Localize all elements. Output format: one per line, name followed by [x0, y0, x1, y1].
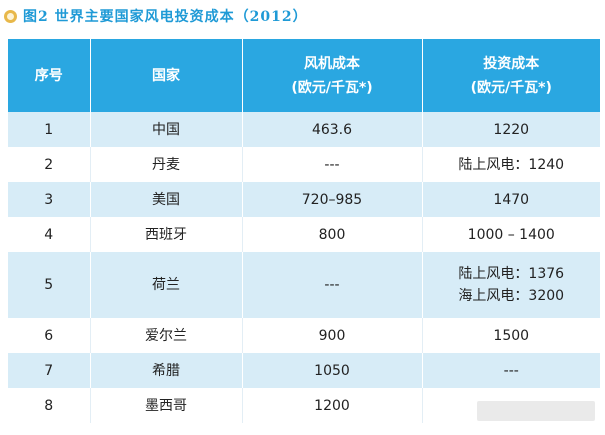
table-row: 4 西班牙 800 1000 – 1400 [8, 217, 600, 252]
cell-country: 中国 [90, 112, 243, 147]
cell-number: 4 [8, 217, 91, 252]
cell-country: 丹麦 [90, 147, 243, 182]
investment-offshore: 海上风电：3200 [458, 288, 565, 304]
header-investment-cost-title: 投资成本 [483, 55, 540, 72]
investment-onshore: 陆上风电：1376 [458, 266, 565, 282]
table-row: 6 爱尔兰 900 1500 [8, 318, 600, 353]
cell-investment-cost: 陆上风电：1376 海上风电：3200 [422, 252, 600, 318]
cell-number: 1 [8, 112, 91, 147]
header-number: 序号 [8, 39, 91, 112]
cell-turbine-cost: 720–985 [242, 182, 423, 217]
cell-number: 2 [8, 147, 91, 182]
cell-investment-cost: 陆上风电：1240 [422, 147, 600, 182]
table-header-row: 序号 国家 风机成本 (欧元/千瓦*) 投资成本 (欧元/千瓦*) [8, 39, 600, 112]
cell-number: 6 [8, 318, 91, 353]
cell-turbine-cost: 463.6 [242, 112, 423, 147]
wind-cost-table: 序号 国家 风机成本 (欧元/千瓦*) 投资成本 (欧元/千瓦*) 1 中国 4… [8, 39, 600, 423]
cell-country: 美国 [90, 182, 243, 217]
cell-number: 7 [8, 353, 91, 388]
cell-investment-cost: 1000 – 1400 [422, 217, 600, 252]
header-turbine-cost-unit: (欧元/千瓦*) [291, 79, 373, 96]
cell-investment-cost: 1500 [422, 318, 600, 353]
table-row: 3 美国 720–985 1470 [8, 182, 600, 217]
table-row: 2 丹麦 --- 陆上风电：1240 [8, 147, 600, 182]
cell-turbine-cost: --- [242, 147, 423, 182]
cell-investment-cost: 1470 [422, 182, 600, 217]
cost-table-container: 序号 国家 风机成本 (欧元/千瓦*) 投资成本 (欧元/千瓦*) 1 中国 4… [8, 39, 600, 433]
cell-turbine-cost: 1200 [242, 388, 423, 423]
cell-number: 3 [8, 182, 91, 217]
figure-title-bar: 图2 世界主要国家风电投资成本（2012） [4, 3, 308, 29]
table-row: 1 中国 463.6 1220 [8, 112, 600, 147]
header-investment-cost: 投资成本 (欧元/千瓦*) [422, 39, 600, 112]
cell-turbine-cost: 900 [242, 318, 423, 353]
cell-investment-cost: 1220 [422, 112, 600, 147]
table-row: 7 希腊 1050 --- [8, 353, 600, 388]
table-row: 5 荷兰 --- 陆上风电：1376 海上风电：3200 [8, 252, 600, 318]
header-investment-cost-unit: (欧元/千瓦*) [470, 79, 552, 96]
header-turbine-cost-title: 风机成本 [304, 55, 360, 72]
header-turbine-cost: 风机成本 (欧元/千瓦*) [242, 39, 423, 112]
cell-country: 墨西哥 [90, 388, 243, 423]
cell-country: 荷兰 [90, 252, 243, 318]
cell-number: 5 [8, 252, 91, 318]
cell-investment-cost: --- [422, 353, 600, 388]
cell-turbine-cost: --- [242, 252, 423, 318]
cell-number: 8 [8, 388, 91, 423]
blurred-watermark [477, 401, 595, 421]
circle-bullet-icon [4, 9, 17, 23]
cell-country: 西班牙 [90, 217, 243, 252]
cell-country: 爱尔兰 [90, 318, 243, 353]
cell-turbine-cost: 1050 [242, 353, 423, 388]
cell-country: 希腊 [90, 353, 243, 388]
cell-turbine-cost: 800 [242, 217, 423, 252]
figure-title: 图2 世界主要国家风电投资成本（2012） [23, 9, 308, 25]
header-country: 国家 [90, 39, 243, 112]
